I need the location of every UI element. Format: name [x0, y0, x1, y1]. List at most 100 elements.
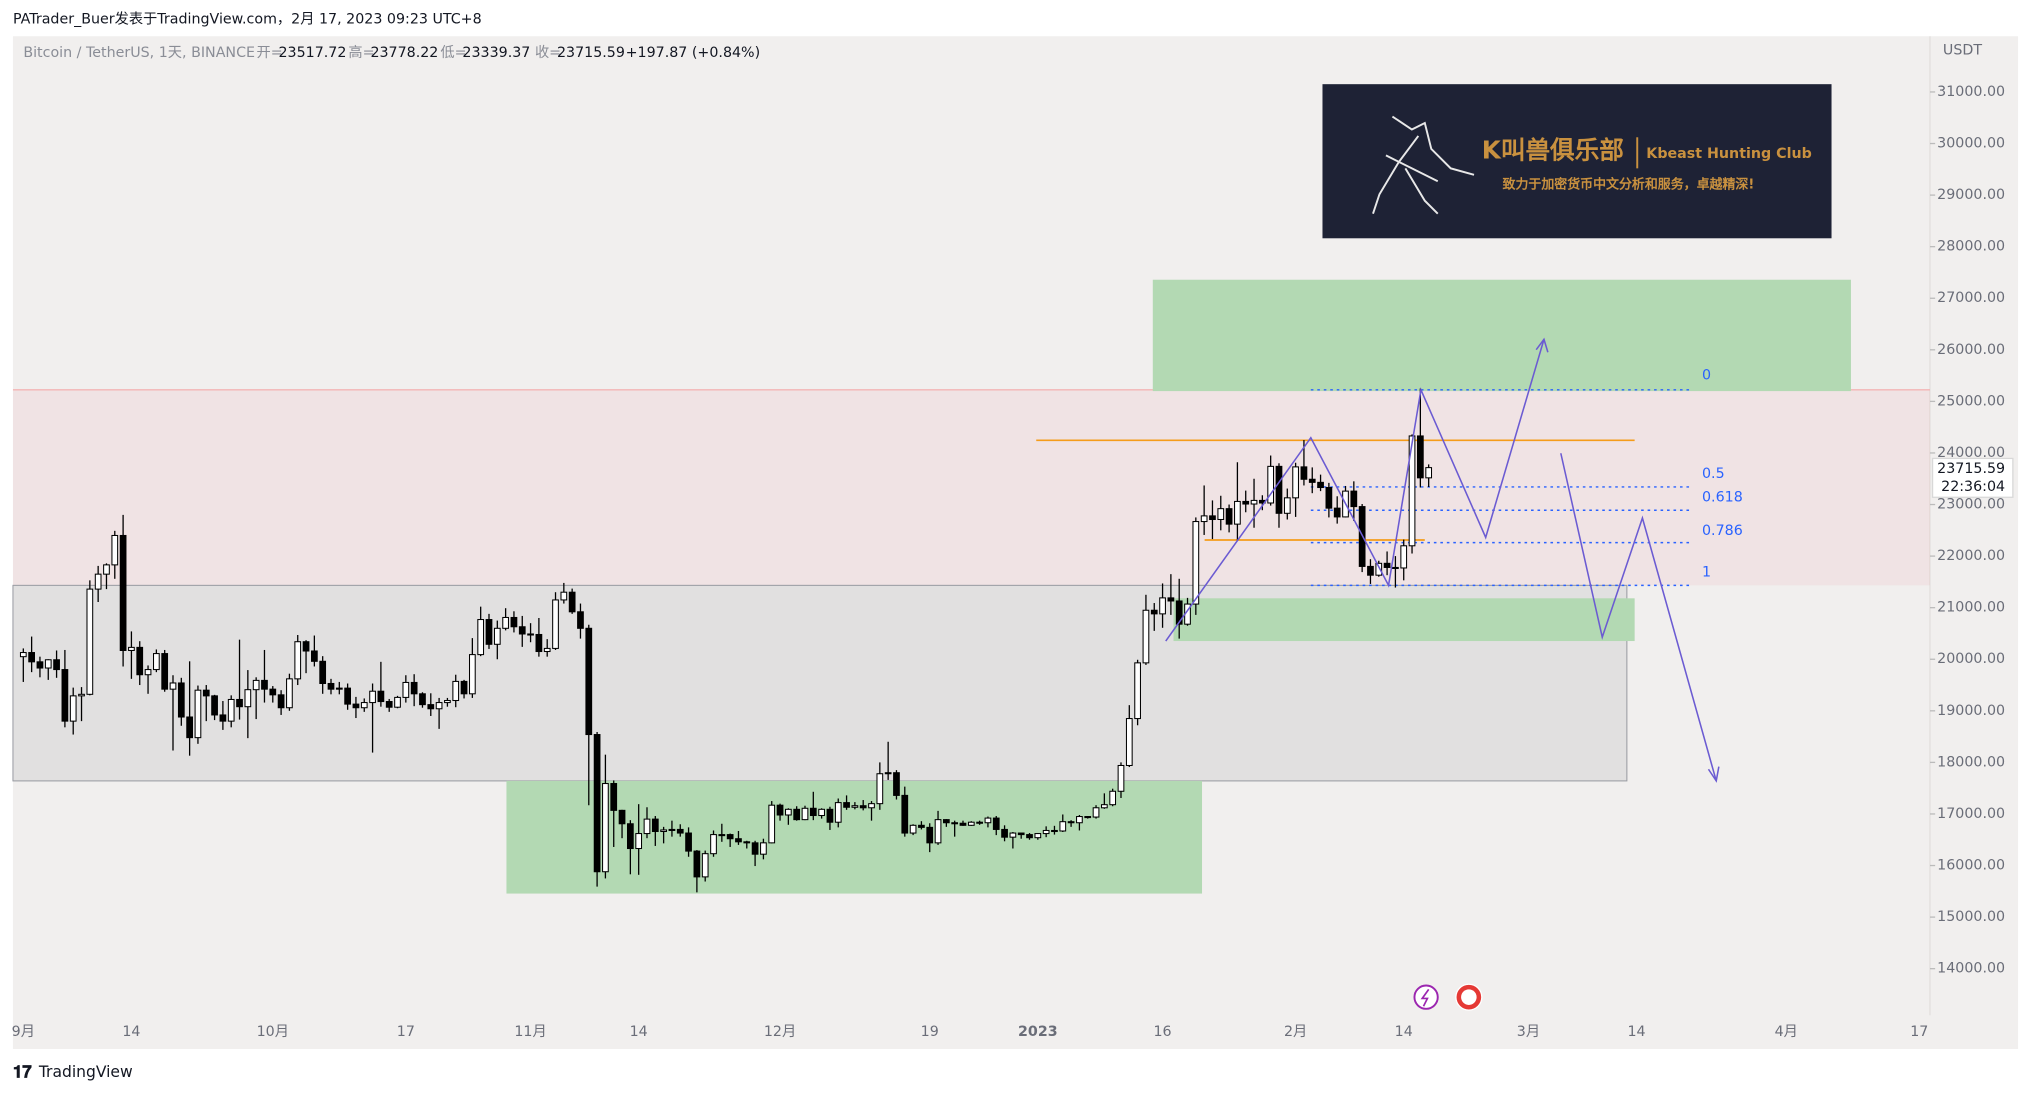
candle-body	[194, 689, 202, 739]
candle-body	[286, 678, 293, 709]
candle-body	[543, 647, 551, 653]
candle-body	[28, 652, 35, 663]
candle-body	[444, 699, 451, 704]
candle-body	[1076, 816, 1083, 824]
y-tick-label: 24000.00	[1937, 445, 2005, 461]
candle-body	[710, 834, 717, 855]
arrow-head	[1535, 337, 1549, 353]
candle-body	[635, 833, 643, 850]
ohlc-value: 23339.37	[462, 45, 530, 61]
arrow-head	[1707, 766, 1720, 783]
candle-body	[1383, 562, 1391, 568]
projection-paths	[1165, 337, 1720, 783]
candle-body	[335, 687, 343, 690]
candle-body	[1325, 486, 1333, 509]
fib-label: 0.618	[1702, 489, 1743, 505]
candle-body	[244, 689, 252, 708]
x-tick-label: 14	[122, 1024, 140, 1040]
candle-body	[984, 817, 992, 824]
y-tick-label: 28000.00	[1937, 239, 2005, 255]
candle-body	[1217, 508, 1225, 521]
candle-body	[1109, 790, 1117, 806]
x-tick-label: 9月	[12, 1024, 35, 1040]
candle-body	[211, 695, 218, 716]
candle-body	[651, 818, 659, 833]
candle-body	[1408, 435, 1416, 547]
candle-body	[1001, 828, 1008, 838]
y-tick-label: 16000.00	[1937, 858, 2005, 874]
y-tick-label: 14000.00	[1937, 961, 2005, 977]
event-icon[interactable]	[1413, 984, 1439, 1010]
x-tick-label: 17	[397, 1024, 415, 1040]
candle-body	[360, 702, 368, 709]
ohlc-value: 23517.72	[278, 45, 346, 61]
x-tick-label: 11月	[514, 1024, 546, 1040]
countdown: 22:36:04	[1941, 479, 2005, 495]
candle-body	[294, 641, 302, 680]
candle-body	[942, 819, 950, 824]
y-tick-label: 27000.00	[1937, 290, 2005, 306]
candle-body	[1392, 566, 1399, 570]
candle-body	[1100, 804, 1108, 809]
currency: USDT	[1943, 43, 1982, 59]
banner-name: K叫兽俱乐部	[1482, 136, 1624, 165]
fib-label: 1	[1702, 564, 1711, 580]
banner-logo	[1372, 115, 1475, 215]
candle-body	[1009, 832, 1017, 838]
candle-body	[618, 809, 626, 825]
candle-body	[344, 687, 351, 705]
candle-body	[1367, 565, 1374, 576]
price-tag	[1931, 457, 2014, 498]
candle-body	[186, 716, 193, 739]
candle-body	[152, 653, 160, 671]
candle-body	[493, 627, 501, 645]
candle-body	[136, 646, 144, 676]
candle-body	[410, 681, 418, 695]
banner	[1322, 84, 1832, 239]
candle-body	[78, 693, 85, 697]
candle-body	[36, 661, 44, 669]
candle-body	[527, 633, 534, 636]
candle-body	[552, 599, 559, 649]
candle-body	[1300, 466, 1308, 480]
candle-body	[1333, 507, 1341, 518]
candle-body	[468, 654, 476, 695]
candle-body	[992, 817, 1000, 830]
y-tick-label: 26000.00	[1937, 342, 2005, 358]
candle-body	[1242, 500, 1250, 505]
candle-body	[1084, 816, 1092, 819]
symbol: Bitcoin / TetherUS, 1天, BINANCE	[23, 45, 255, 61]
event-icon-inner	[1461, 989, 1477, 1005]
candle-body	[452, 680, 460, 702]
candle-body	[643, 818, 651, 835]
candle-body	[851, 805, 859, 808]
candle-body	[676, 828, 684, 834]
candle-body	[701, 853, 709, 878]
candle-body	[760, 842, 767, 855]
candle-body	[918, 824, 925, 828]
candle-body	[1283, 497, 1291, 514]
candle-body	[510, 616, 518, 628]
fib-label: 0	[1702, 368, 1711, 384]
candle-body	[768, 804, 776, 844]
candle-body	[976, 821, 983, 824]
y-tick-label: 23000.00	[1937, 497, 2005, 513]
candle-body	[352, 703, 360, 709]
y-tick-label: 21000.00	[1937, 600, 2005, 616]
candle-body	[169, 682, 177, 690]
y-tick-label: 29000.00	[1937, 187, 2005, 203]
candle-body	[1059, 821, 1067, 832]
candle-body	[959, 822, 967, 826]
candle-body	[751, 842, 759, 855]
candle-body	[460, 680, 468, 695]
candle-body	[252, 679, 260, 691]
projection-path	[1165, 339, 1545, 642]
y-tick-label: 17000.00	[1937, 806, 2005, 822]
candle-body	[177, 682, 185, 718]
y-tick-label: 15000.00	[1937, 909, 2005, 925]
candle-body	[19, 652, 27, 658]
candle-body	[593, 734, 601, 873]
candle-body	[94, 573, 102, 590]
